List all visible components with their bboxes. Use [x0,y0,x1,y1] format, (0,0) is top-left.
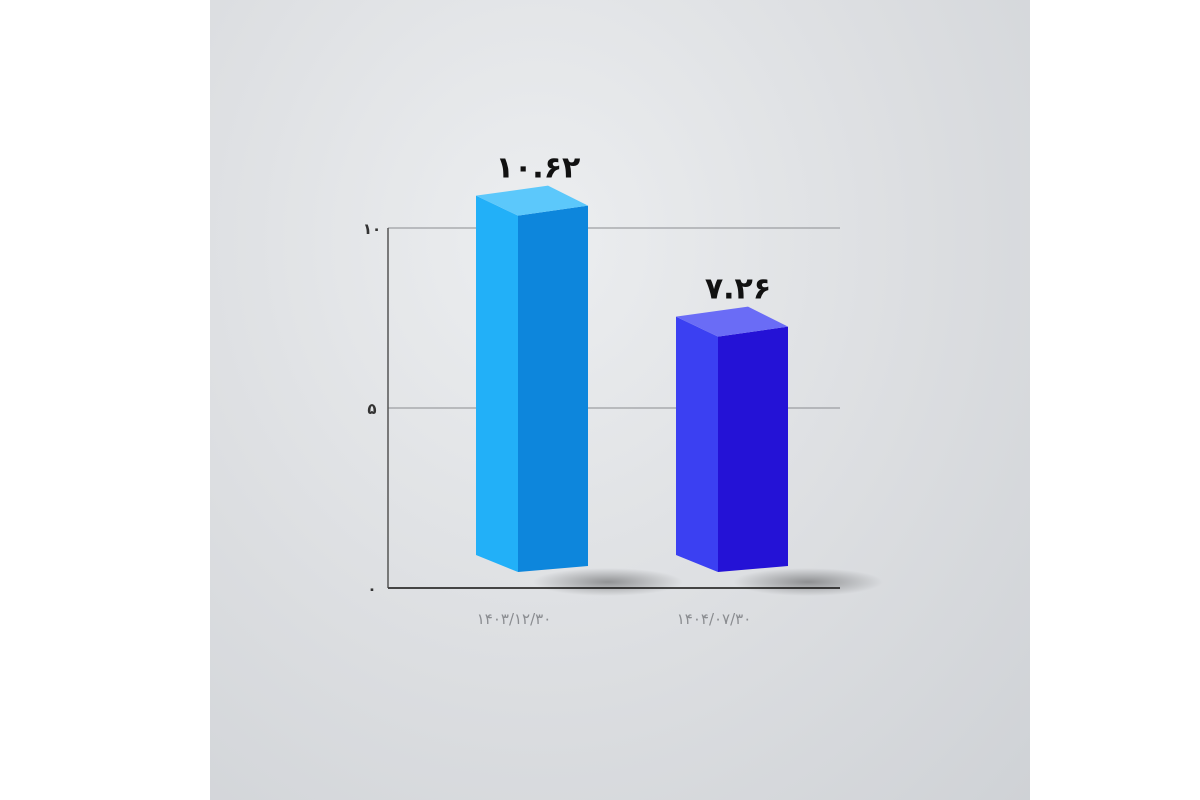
x-tick-label: ۱۴۰۴/۰۷/۳۰ [677,610,752,628]
chart-background [210,0,1030,800]
bar-front-face [718,326,788,572]
y-tick-label: ۱۰ [363,220,381,238]
bar-left-face [476,195,518,572]
bar-top-face [676,306,788,337]
bar-shadow [533,568,683,596]
bar-shadow [733,568,883,596]
y-tick-label: ۰ [367,580,376,598]
bar-top-face [476,185,588,216]
bar-value-label: ۱۰.۶۲ [496,151,581,186]
y-tick-label: ۵ [367,400,376,418]
bar-value-label: ۷.۲۶ [705,272,771,307]
x-tick-label: ۱۴۰۳/۱۲/۳۰ [477,610,552,628]
bar-front-face [518,205,588,572]
bar-left-face [676,316,718,572]
